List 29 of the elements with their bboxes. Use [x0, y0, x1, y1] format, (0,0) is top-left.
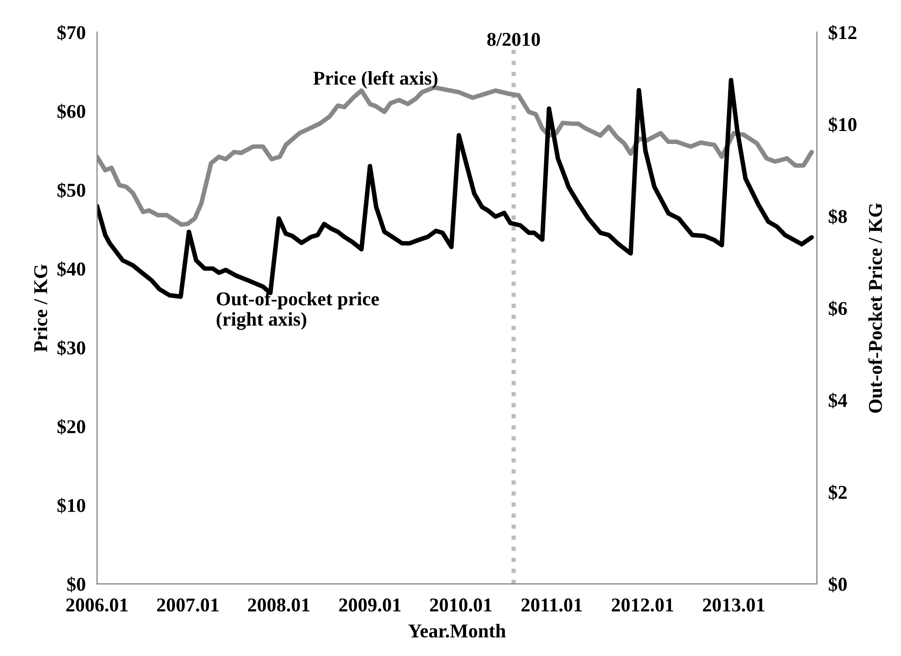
- y2-tick-label: $6: [828, 300, 847, 316]
- annotation: Out-of-pocket price (right axis): [216, 292, 379, 330]
- y-tick-label: $0: [67, 576, 86, 592]
- y-tick-label: $20: [57, 419, 86, 435]
- x-tick-label: 2008.01: [248, 598, 310, 612]
- y-tick-label: $40: [57, 261, 86, 277]
- x-axis-title: Year.Month: [408, 624, 506, 638]
- y2-tick-label: $0: [828, 576, 847, 592]
- x-tick-label: 2012.01: [612, 598, 674, 612]
- x-tick-label: 2006.01: [66, 598, 128, 612]
- annotation: Price (left axis): [313, 70, 438, 89]
- x-tick-label: 2011.01: [521, 598, 582, 612]
- y2-axis-title: Out-of-Pocket Price / KG: [868, 203, 882, 413]
- y-tick-label: $30: [57, 340, 86, 356]
- y2-tick-label: $12: [828, 24, 856, 41]
- y-tick-label: $10: [57, 498, 86, 514]
- y-tick-label: $50: [57, 182, 86, 198]
- x-tick-label: 2007.01: [157, 598, 219, 612]
- x-tick-label: 2010.01: [430, 598, 492, 612]
- y2-tick-label: $4: [828, 392, 848, 408]
- y2-tick-label: $2: [828, 484, 847, 500]
- y2-tick-label: $10: [828, 116, 856, 132]
- x-tick-label: 2009.01: [339, 598, 401, 612]
- y-tick-label: $60: [57, 104, 86, 120]
- y-tick-label: $70: [57, 24, 86, 41]
- x-tick-label: 2013.01: [702, 598, 764, 612]
- y2-tick-label: $8: [828, 208, 847, 224]
- ref-line-label: 8/2010: [487, 32, 540, 46]
- y-axis-title: Price / KG: [34, 264, 48, 352]
